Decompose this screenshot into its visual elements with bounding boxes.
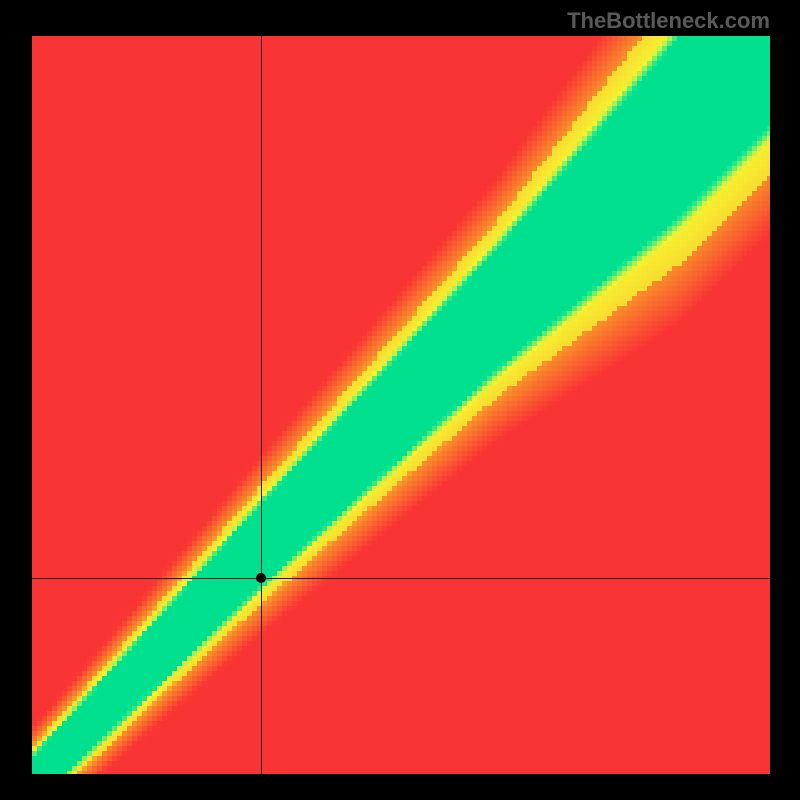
heatmap-canvas	[32, 36, 770, 774]
plot-area	[32, 36, 770, 774]
chart-container: TheBottleneck.com	[0, 0, 800, 800]
watermark-text: TheBottleneck.com	[567, 8, 770, 34]
